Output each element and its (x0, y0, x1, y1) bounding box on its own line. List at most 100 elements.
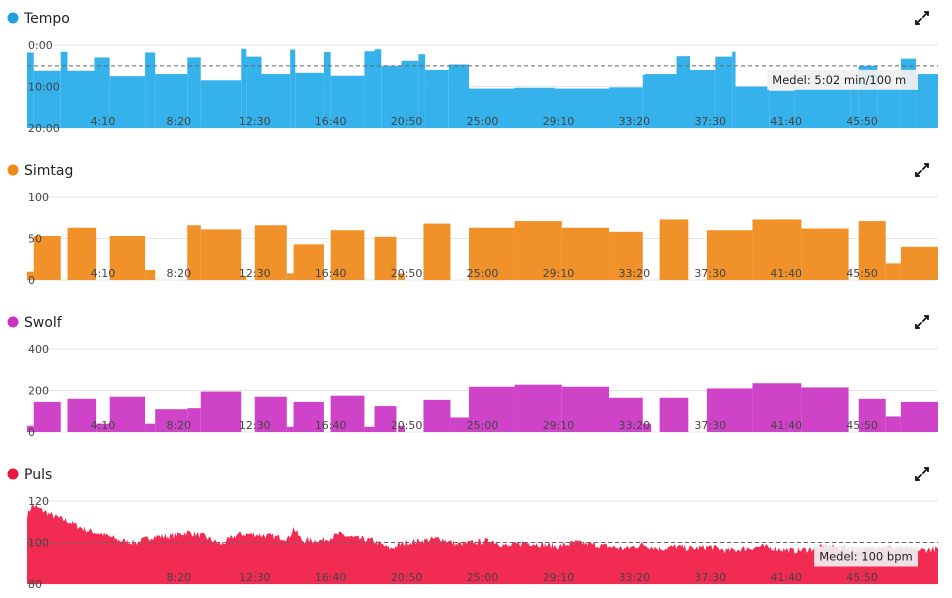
puls-x-tick-label: 20:50 (391, 571, 423, 584)
tempo-expand-icon[interactable] (914, 10, 930, 26)
tempo-bar (514, 87, 556, 128)
tempo-bar (644, 74, 677, 128)
tempo-bar (187, 57, 201, 129)
swolf-x-tick-label: 8:20 (166, 419, 191, 432)
simtag-bar (145, 270, 156, 280)
swolf-bar (145, 423, 156, 432)
tempo-bar (794, 89, 851, 128)
swolf-bar (450, 417, 470, 432)
swolf-panel: Swolf 0 200 400 4:10 8:20 12:30 16:40 20:50 25:00… (7, 314, 938, 439)
swolf-bar (858, 398, 886, 432)
tempo-bar (877, 88, 901, 128)
swolf-x-tick-label: 16:40 (315, 419, 347, 432)
swolf-expand-icon[interactable] (914, 314, 930, 330)
tempo-x-tick-label: 16:40 (315, 115, 347, 128)
tempo-title: Tempo (23, 11, 70, 27)
puls-legend-marker (7, 468, 19, 480)
tempo-x-tick-label: 41:40 (770, 115, 802, 128)
swolf-bar (642, 423, 652, 432)
puls-average-label-box (814, 546, 918, 567)
puls-x-tick-label: 29:10 (543, 571, 575, 584)
swolf-y-tick-label: 200 (28, 385, 49, 398)
swolf-bar (293, 401, 324, 432)
puls-expand-icon[interactable] (914, 466, 930, 482)
simtag-x-tick-label: 41:40 (770, 267, 802, 280)
tempo-bar (732, 51, 736, 128)
swolf-bar (33, 401, 61, 432)
tempo-bar (900, 58, 917, 129)
simtag-bar (200, 229, 242, 280)
puls-y-tick-label: 80 (28, 578, 42, 591)
swolf-bar (423, 399, 451, 432)
simtag-x-tick-label: 16:40 (315, 267, 347, 280)
puls-y-tick-label: 120 (28, 495, 49, 508)
tempo-bar (94, 57, 110, 129)
swolf-y-tick-label: 400 (28, 343, 49, 356)
simtag-bar (659, 219, 689, 280)
tempo-bar (33, 70, 61, 128)
tempo-bar (448, 64, 469, 128)
swolf-bar (286, 426, 294, 432)
tempo-y-tick-label: 10:00 (28, 81, 60, 94)
puls-x-tick-label: 25:00 (467, 571, 499, 584)
tempo-x-tick-label: 8:20 (166, 115, 191, 128)
tempo-bar (330, 75, 365, 128)
simtag-x-tick-label: 33:20 (618, 267, 650, 280)
simtag-expand-icon[interactable] (914, 162, 930, 178)
simtag-bar (885, 263, 901, 280)
tempo-bar (916, 74, 938, 128)
tempo-average-label-box (767, 69, 918, 90)
puls-x-tick-label: 45:50 (846, 571, 878, 584)
simtag-bar (27, 271, 34, 280)
simtag-bar (469, 227, 515, 280)
swolf-bar (659, 397, 689, 432)
tempo-y-tick-label: 20:00 (28, 122, 60, 135)
tempo-bar (425, 69, 449, 128)
simtag-bar (514, 221, 562, 280)
swolf-x-tick-label: 37:30 (694, 419, 726, 432)
tempo-x-tick-label: 45:50 (846, 115, 878, 128)
tempo-bar (374, 49, 382, 128)
swolf-bar (155, 409, 188, 432)
puls-y-tick-label: 100 (28, 537, 49, 550)
tempo-bar (364, 51, 375, 129)
tempo-bar (261, 74, 291, 128)
tempo-bar (418, 54, 426, 128)
simtag-x-tick-label: 37:30 (694, 267, 726, 280)
simtag-bar (33, 236, 61, 280)
swolf-bar (187, 408, 201, 432)
tempo-bar (469, 88, 515, 128)
swolf-x-tick-label: 41:40 (770, 419, 802, 432)
simtag-bar (67, 227, 97, 280)
tempo-bar (67, 70, 95, 128)
simtag-bar (398, 273, 405, 280)
simtag-bar (374, 236, 397, 280)
simtag-bar (752, 219, 802, 280)
tempo-panel: Tempo 0:00 10:00 20:00 4:10 8:20 12:30 16:40 20:… (7, 10, 938, 135)
simtag-bar (330, 230, 365, 280)
simtag-x-tick-label: 8:20 (166, 267, 191, 280)
simtag-y-tick-label: 50 (28, 233, 42, 246)
tempo-x-tick-label: 4:10 (91, 115, 116, 128)
swolf-bar (96, 423, 110, 432)
tempo-bar (609, 87, 643, 128)
simtag-bar (293, 244, 324, 280)
tempo-bar (155, 74, 188, 128)
swolf-bar (374, 406, 397, 432)
puls-x-tick-label: 8:20 (166, 571, 191, 584)
swolf-x-tick-label: 29:10 (543, 419, 575, 432)
swolf-bar (67, 398, 97, 432)
simtag-panel: Simtag 0 50 100 4:10 8:20 12:30 16:40 20:50 25:00… (7, 162, 938, 287)
tempo-average-label: Medel: 5:02 min/100 m (772, 73, 906, 87)
swolf-title: Swolf (24, 315, 63, 331)
tempo-bar (555, 88, 610, 128)
tempo-bar (676, 56, 691, 129)
tempo-y-tick-label: 0:00 (28, 39, 53, 52)
swolf-bar (469, 386, 515, 432)
tempo-x-tick-label: 33:20 (618, 115, 650, 128)
tempo-bar (690, 69, 716, 128)
swolf-x-tick-label: 20:50 (391, 419, 423, 432)
simtag-bar (858, 221, 886, 280)
simtag-bar (706, 230, 753, 280)
simtag-x-tick-label: 20:50 (391, 267, 423, 280)
